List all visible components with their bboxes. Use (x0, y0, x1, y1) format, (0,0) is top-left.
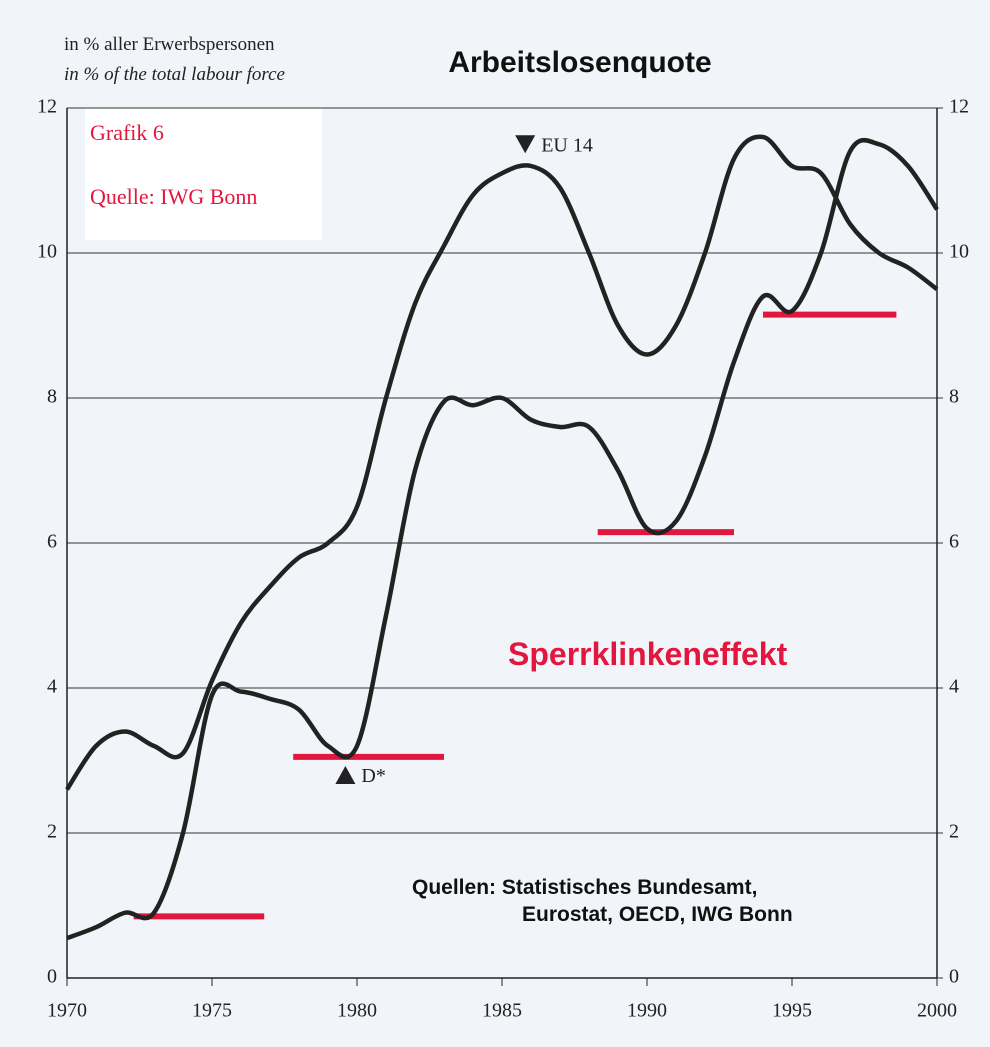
info-box (85, 108, 322, 240)
y2-tick-label: 4 (949, 676, 959, 698)
box-text: Grafik 6 (90, 120, 164, 145)
y2-tick-label: 10 (949, 241, 969, 263)
subtitle: in % aller Erwerbspersonen (64, 34, 275, 55)
box-text: Quelle: IWG Bonn (90, 184, 257, 209)
y2-tick-label: 8 (949, 386, 959, 408)
y-tick-label: 10 (37, 241, 57, 263)
chart-title: Arbeitslosenquote (448, 46, 711, 79)
x-tick-label: 2000 (917, 1000, 957, 1022)
x-tick-label: 1990 (627, 1000, 667, 1022)
y-tick-label: 0 (47, 966, 57, 988)
x-tick-label: 1980 (337, 1000, 377, 1022)
series-marker (335, 766, 356, 784)
source: Eurostat, OECD, IWG Bonn (522, 903, 793, 926)
y2-tick-label: 6 (949, 531, 959, 553)
series-line (66, 137, 939, 941)
series-label: D* (361, 765, 385, 787)
y2-tick-label: 2 (949, 821, 959, 843)
series-marker (515, 135, 536, 154)
x-tick-label: 1985 (482, 1000, 522, 1022)
x-tick-label: 1995 (772, 1000, 812, 1022)
y-tick-label: 12 (37, 96, 57, 118)
series-line (65, 134, 939, 791)
y-tick-label: 4 (47, 676, 57, 698)
y2-tick-label: 0 (949, 966, 959, 988)
y-tick-label: 8 (47, 386, 57, 408)
source: Quellen: Statistisches Bundesamt, (412, 876, 757, 899)
y2-tick-label: 12 (949, 96, 969, 118)
x-tick-label: 1975 (192, 1000, 232, 1022)
y-tick-label: 2 (47, 821, 57, 843)
annotation: Sperrklinkeneffekt (508, 636, 788, 672)
series-label: EU 14 (541, 134, 593, 156)
x-tick-label: 1970 (47, 1000, 87, 1022)
y-tick-label: 6 (47, 531, 57, 553)
subtitle: in % of the total labour force (64, 64, 285, 85)
